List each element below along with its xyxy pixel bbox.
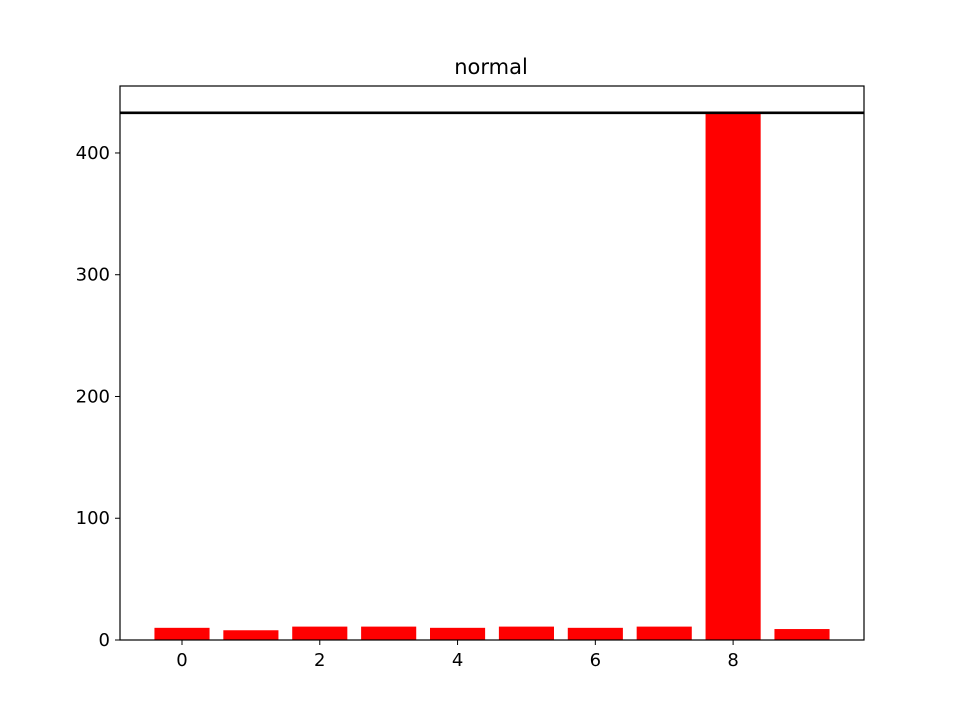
bar-5 (498, 626, 554, 640)
x-tick-label: 0 (176, 650, 187, 671)
x-tick-label: 4 (452, 650, 463, 671)
x-tick-label: 6 (590, 650, 601, 671)
y-tick-label: 300 (76, 265, 110, 286)
x-tick-label: 2 (314, 650, 325, 671)
bar-0 (154, 627, 210, 640)
x-tick-label: 8 (727, 650, 738, 671)
chart-title: normal (454, 55, 528, 79)
y-tick-label: 0 (99, 630, 110, 651)
bar-8 (705, 112, 761, 641)
y-tick-label: 400 (76, 143, 110, 164)
bar-2 (292, 626, 348, 640)
bar-7 (636, 626, 692, 640)
y-tick-label: 100 (76, 508, 110, 529)
bar-1 (223, 630, 279, 640)
y-tick-label: 200 (76, 386, 110, 407)
plot-area-frame (119, 85, 865, 641)
bar-9 (774, 629, 830, 640)
bar-6 (567, 627, 623, 640)
bars-layer (154, 112, 830, 641)
y-axis-ticks: 0 100 200 300 400 (76, 143, 120, 651)
x-axis-ticks: 0 2 4 6 8 (176, 640, 739, 671)
bar-4 (430, 627, 486, 640)
bar-3 (361, 626, 417, 640)
